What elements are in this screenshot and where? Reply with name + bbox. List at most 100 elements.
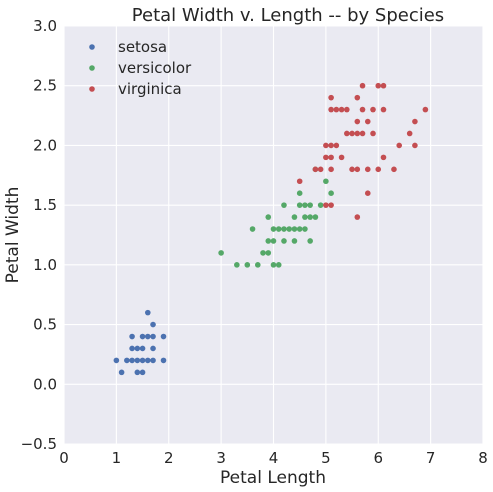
virginica-point — [380, 82, 387, 89]
setosa-point — [150, 357, 156, 364]
versicolor-point — [270, 238, 277, 244]
virginica-point — [344, 130, 350, 137]
setosa-point — [139, 333, 146, 340]
virginica-point — [375, 166, 382, 173]
x-tick-label: 5 — [321, 449, 331, 467]
setosa-point — [145, 357, 151, 364]
virginica-point — [354, 94, 361, 101]
virginica-point — [364, 190, 371, 196]
setosa-point — [129, 345, 135, 352]
y-tick-label: 2.5 — [33, 77, 57, 95]
x-tick-label: 7 — [426, 449, 436, 467]
versicolor-point — [254, 262, 261, 268]
virginica-point — [359, 82, 366, 89]
setosa-point — [145, 333, 151, 340]
setosa-point — [129, 333, 135, 340]
versicolor-point — [307, 238, 313, 244]
virginica-point — [328, 166, 334, 173]
versicolor-point — [260, 250, 266, 256]
x-tick-label: 3 — [216, 449, 226, 467]
virginica-point — [296, 178, 303, 185]
legend-label-versicolor: versicolor — [118, 59, 192, 77]
versicolor-point — [291, 238, 298, 244]
virginica-point — [380, 106, 387, 113]
x-tick-label: 1 — [112, 449, 122, 467]
virginica-point — [328, 202, 334, 208]
virginica-point — [328, 154, 334, 161]
y-tick-label: 1.5 — [33, 196, 57, 214]
setosa-point — [160, 357, 167, 364]
chart-title: Petal Width v. Length -- by Species — [132, 5, 444, 26]
setosa-point — [118, 369, 125, 376]
virginica-point — [391, 166, 397, 173]
virginica-point — [406, 130, 413, 137]
versicolor-point — [249, 226, 256, 232]
versicolor-point — [296, 202, 303, 208]
setosa-point — [139, 345, 146, 352]
virginica-point — [359, 130, 366, 137]
x-tick-label: 8 — [478, 449, 488, 467]
y-tick-label: 1.0 — [33, 256, 57, 274]
setosa-point — [134, 369, 141, 376]
virginica-point — [338, 154, 345, 161]
setosa-point — [150, 333, 156, 340]
x-tick-label: 6 — [373, 449, 383, 467]
setosa-point — [113, 357, 120, 364]
virginica-point — [364, 118, 371, 125]
versicolor-point — [291, 226, 298, 232]
x-tick-label: 4 — [269, 449, 279, 467]
versicolor-point — [281, 202, 287, 208]
virginica-point — [333, 142, 340, 149]
virginica-point — [312, 166, 319, 173]
x-tick-label: 2 — [164, 449, 174, 467]
virginica-point — [333, 106, 340, 113]
virginica-point — [338, 106, 345, 113]
virginica-point — [370, 130, 376, 137]
versicolor-point — [286, 226, 293, 232]
virginica-point — [344, 106, 350, 113]
y-tick-label: 2.0 — [33, 136, 57, 154]
legend-marker-versicolor — [89, 65, 95, 71]
virginica-point — [323, 142, 329, 149]
virginica-point — [349, 130, 355, 137]
setosa-point — [145, 309, 151, 316]
legend-marker-virginica — [89, 86, 95, 92]
virginica-point — [328, 106, 334, 113]
versicolor-point — [296, 226, 303, 232]
x-axis-label: Petal Length — [220, 468, 326, 488]
versicolor-point — [281, 238, 287, 244]
versicolor-point — [302, 202, 308, 208]
versicolor-point — [317, 202, 324, 208]
versicolor-point — [302, 226, 308, 232]
setosa-point — [160, 333, 167, 340]
versicolor-point — [265, 250, 272, 256]
virginica-point — [380, 154, 387, 161]
setosa-point — [150, 345, 156, 352]
setosa-point — [139, 357, 146, 364]
virginica-point — [359, 106, 366, 113]
legend-marker-setosa — [89, 44, 95, 50]
virginica-point — [354, 214, 361, 220]
versicolor-point — [265, 238, 272, 244]
versicolor-point — [307, 214, 313, 220]
virginica-point — [323, 202, 329, 208]
versicolor-point — [218, 250, 224, 256]
virginica-point — [328, 142, 334, 149]
virginica-point — [412, 118, 418, 125]
setosa-point — [124, 357, 130, 364]
virginica-point — [375, 82, 382, 89]
versicolor-point — [291, 214, 298, 220]
setosa-point — [139, 369, 146, 376]
virginica-point — [354, 118, 361, 125]
virginica-point — [349, 166, 355, 173]
virginica-point — [412, 142, 418, 149]
versicolor-point — [323, 178, 329, 185]
virginica-point — [328, 94, 334, 101]
versicolor-point — [302, 214, 308, 220]
virginica-point — [317, 166, 324, 173]
setosa-point — [134, 357, 141, 364]
x-tick-label: 0 — [59, 449, 69, 467]
virginica-point — [422, 106, 429, 113]
versicolor-point — [270, 262, 277, 268]
